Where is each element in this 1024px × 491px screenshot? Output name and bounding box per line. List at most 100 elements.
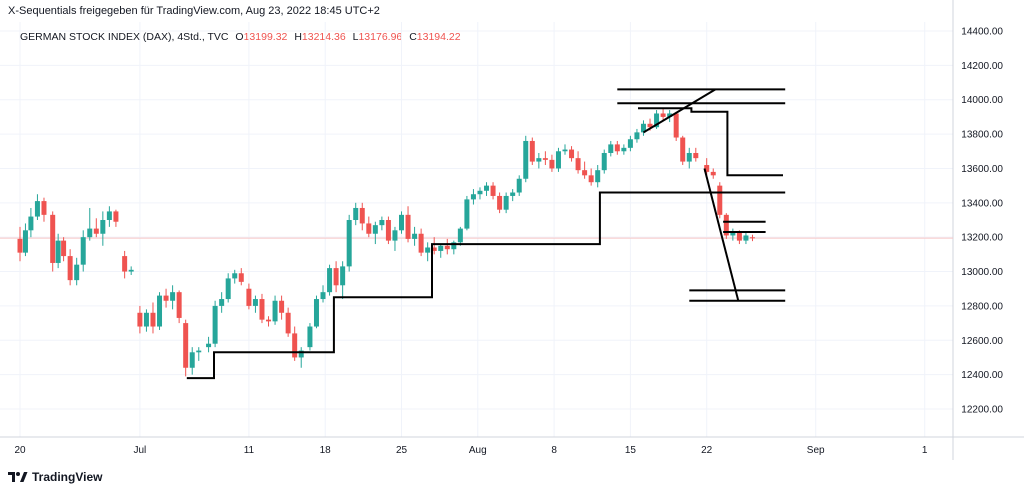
candle[interactable] <box>464 195 470 231</box>
candle[interactable] <box>405 206 411 243</box>
candle[interactable] <box>516 175 522 196</box>
candle[interactable] <box>569 146 575 162</box>
candle[interactable] <box>634 128 640 143</box>
candle[interactable] <box>22 223 28 257</box>
candle[interactable] <box>621 144 627 155</box>
candle[interactable] <box>549 154 555 172</box>
candle[interactable] <box>660 108 666 121</box>
candle[interactable] <box>647 118 653 131</box>
candle[interactable] <box>246 283 252 310</box>
candle[interactable] <box>206 336 212 353</box>
candle[interactable] <box>595 165 601 188</box>
candle[interactable] <box>196 347 202 361</box>
candle[interactable] <box>399 211 404 234</box>
candle[interactable] <box>189 347 195 375</box>
candle[interactable] <box>608 140 614 157</box>
drawing-step-line[interactable] <box>186 191 786 380</box>
candle[interactable] <box>353 202 359 226</box>
candle[interactable] <box>444 238 450 255</box>
candle[interactable] <box>259 293 265 324</box>
candle[interactable] <box>307 323 313 351</box>
candle[interactable] <box>379 216 385 231</box>
candle[interactable] <box>106 206 112 227</box>
candle[interactable] <box>562 144 568 155</box>
candle[interactable] <box>654 110 660 129</box>
candle[interactable] <box>431 237 437 255</box>
candle[interactable] <box>225 273 231 303</box>
candle[interactable] <box>667 110 673 123</box>
candle[interactable] <box>183 319 189 377</box>
candle[interactable] <box>346 214 352 272</box>
candle[interactable] <box>640 120 646 136</box>
candle[interactable] <box>627 135 633 152</box>
candle[interactable] <box>614 140 620 155</box>
candle[interactable] <box>298 347 304 368</box>
candle[interactable] <box>87 207 93 241</box>
candle[interactable] <box>359 202 365 231</box>
candle[interactable] <box>484 182 490 196</box>
candle[interactable] <box>320 285 326 303</box>
candle[interactable] <box>28 207 34 238</box>
candle[interactable] <box>749 234 755 242</box>
candle[interactable] <box>50 211 56 272</box>
candle[interactable] <box>477 187 483 200</box>
candle[interactable] <box>497 192 503 214</box>
candle[interactable] <box>736 230 742 245</box>
candle[interactable] <box>470 189 476 205</box>
candle[interactable] <box>693 147 699 162</box>
candle[interactable] <box>232 269 238 284</box>
candle[interactable] <box>128 266 134 275</box>
candle[interactable] <box>392 226 398 251</box>
candle[interactable] <box>673 111 679 141</box>
candle[interactable] <box>730 228 736 241</box>
candle[interactable] <box>272 295 278 325</box>
candle[interactable] <box>418 228 424 257</box>
candle[interactable] <box>41 197 47 222</box>
candle[interactable] <box>93 218 99 238</box>
candle[interactable] <box>170 285 176 310</box>
candle[interactable] <box>680 135 686 166</box>
candle[interactable] <box>17 226 23 262</box>
candle[interactable] <box>285 307 291 337</box>
candle[interactable] <box>451 240 457 255</box>
candle[interactable] <box>510 189 516 202</box>
candle[interactable] <box>176 290 182 324</box>
candle[interactable] <box>238 268 244 286</box>
candle[interactable] <box>582 161 588 179</box>
candle[interactable] <box>219 292 225 313</box>
candle[interactable] <box>385 216 391 245</box>
candle[interactable] <box>412 226 418 246</box>
candle[interactable] <box>157 292 163 330</box>
candle[interactable] <box>588 168 594 186</box>
drawing-trendline-up[interactable] <box>642 88 716 134</box>
candle[interactable] <box>150 302 156 334</box>
candle[interactable] <box>686 147 692 169</box>
candle[interactable] <box>723 213 729 239</box>
candle[interactable] <box>212 300 218 348</box>
symbol-legend[interactable]: GERMAN STOCK INDEX (DAX), 4Std., TVC O13… <box>20 31 461 43</box>
candle[interactable] <box>542 151 548 166</box>
candle[interactable] <box>137 305 143 334</box>
candle[interactable] <box>292 326 298 361</box>
candle[interactable] <box>143 309 149 332</box>
candle[interactable] <box>313 295 319 329</box>
time-axis[interactable]: 20 Jul 11 18 25 Aug 8 15 22 Sep 1 <box>14 445 927 456</box>
candle[interactable] <box>704 158 710 176</box>
candle[interactable] <box>67 249 73 286</box>
drawing-upper-step-line[interactable] <box>638 107 783 177</box>
candle[interactable] <box>529 137 535 166</box>
candle[interactable] <box>710 168 716 179</box>
candle[interactable] <box>333 261 339 293</box>
candle[interactable] <box>425 242 431 262</box>
candle[interactable] <box>717 182 723 219</box>
price-axis[interactable]: 12200.00 12400.00 12600.00 12800.00 13000.00… <box>961 27 1003 416</box>
candle[interactable] <box>163 288 169 308</box>
candle[interactable] <box>100 211 106 246</box>
candle[interactable] <box>74 257 80 286</box>
candle[interactable] <box>536 152 542 169</box>
candle[interactable] <box>457 226 463 246</box>
candle[interactable] <box>503 192 509 214</box>
symbol-name[interactable]: GERMAN STOCK INDEX (DAX), 4Std., TVC <box>20 31 229 43</box>
candle[interactable] <box>80 230 86 272</box>
